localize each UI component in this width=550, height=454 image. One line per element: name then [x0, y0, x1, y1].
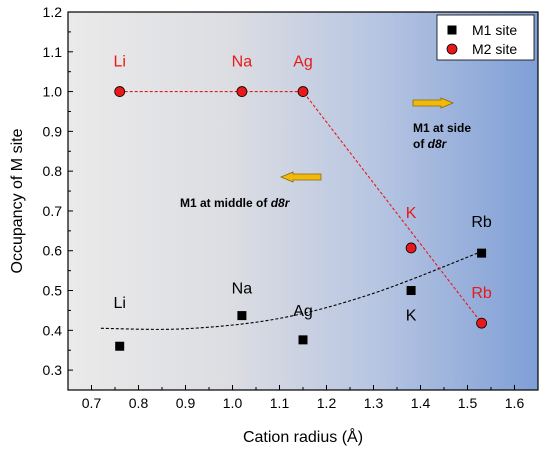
legend-m2-circle-icon: [446, 43, 458, 55]
annotation-middle-d8r: d8r: [271, 196, 291, 210]
trend-lines: [100, 91, 483, 330]
m1-label-li: Li: [113, 295, 125, 312]
annotation-side-line1: M1 at side: [413, 121, 471, 135]
m2-label-rb: Rb: [471, 285, 492, 302]
m2-label-li: Li: [113, 54, 125, 71]
x-tick-label-0: 0.7: [82, 395, 102, 411]
annotation-side-line2: of d8r: [413, 137, 448, 151]
legend: M1 site M2 site: [436, 14, 535, 61]
m1-marker-na: [237, 311, 247, 321]
data-markers: [114, 86, 488, 351]
m2-marker-ag: [297, 86, 309, 97]
m1-label-rb: Rb: [471, 214, 492, 231]
m1-label-ag: Ag: [293, 303, 313, 320]
legend-label-1: M2 site: [472, 41, 517, 57]
annotation-middle-text: M1 at middle of: [180, 196, 271, 210]
annotation-side-d8r: d8r: [428, 137, 448, 151]
y-tick-label-4: 0.7: [43, 203, 63, 219]
x-tick-label-4: 1.1: [270, 395, 290, 411]
arrow-right-icon: [412, 97, 455, 109]
axes: 0.7 0.8 0.9 1.0 1.1 1.2 1.3 1.4 1.5 1.6 0.3 0.4 0.5 0…: [43, 4, 525, 411]
x-tick-label-9: 1.6: [505, 395, 525, 411]
plot-background: [68, 12, 538, 390]
y-tick-label-5: 0.8: [43, 163, 63, 179]
x-tick-label-5: 1.2: [317, 395, 337, 411]
x-axis-title: Cation radius (Å): [243, 427, 363, 446]
x-tick-label-3: 1.0: [223, 395, 243, 411]
m2-marker-li: [114, 86, 126, 97]
m1-marker-k: [406, 286, 416, 296]
arrow-left-icon: [279, 171, 322, 183]
m2-marker-rb: [476, 317, 488, 329]
m1-marker-rb: [477, 248, 487, 258]
m2-marker-k: [405, 242, 417, 254]
x-tick-label-8: 1.5: [458, 395, 478, 411]
point-labels: Li Na Ag K Rb Li Na Ag K Rb: [113, 54, 491, 325]
x-tick-label-6: 1.3: [364, 395, 384, 411]
m2-label-na: Na: [232, 54, 253, 71]
annotation-side-text: of: [413, 137, 428, 151]
m2-marker-na: [236, 86, 248, 97]
x-tick-label-7: 1.4: [411, 395, 431, 411]
trend-line-m1-site: [100, 251, 482, 330]
y-tick-label-2: 0.5: [43, 283, 63, 299]
y-tick-label-6: 0.9: [43, 123, 63, 139]
y-tick-label-1: 0.4: [43, 322, 63, 338]
annotation-middle: M1 at middle of d8r: [180, 196, 291, 210]
legend-m1-square-icon: [447, 25, 457, 35]
m1-marker-li: [115, 341, 125, 351]
m1-label-na: Na: [232, 281, 253, 298]
y-tick-label-8: 1.1: [43, 44, 63, 60]
y-axis-title: Occupancy of M site: [9, 128, 26, 273]
y-tick-label-3: 0.6: [43, 243, 63, 259]
y-tick-label-7: 1.0: [43, 84, 63, 100]
trend-line-m2-site: [119, 91, 483, 324]
y-tick-label-0: 0.3: [43, 362, 63, 378]
x-tick-label-2: 0.9: [176, 395, 196, 411]
m1-label-k: K: [406, 308, 417, 325]
legend-label-0: M1 site: [472, 22, 517, 38]
x-tick-label-1: 0.8: [129, 395, 149, 411]
m2-label-k: K: [406, 205, 417, 222]
m1-marker-ag: [298, 335, 308, 345]
y-tick-label-9: 1.2: [43, 4, 63, 20]
m2-label-ag: Ag: [293, 54, 313, 71]
